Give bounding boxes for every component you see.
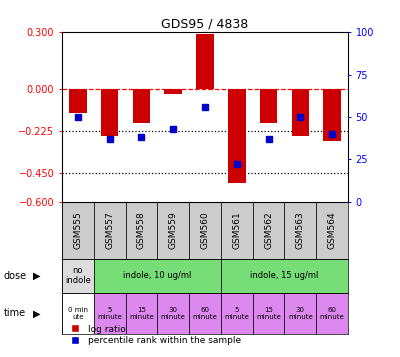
- Bar: [164, 89, 182, 94]
- Text: GSM560: GSM560: [200, 211, 210, 249]
- Bar: [62, 293, 94, 334]
- Bar: [189, 293, 221, 334]
- Text: dose: dose: [4, 271, 27, 281]
- Text: GSM564: GSM564: [328, 211, 337, 249]
- Bar: [292, 89, 309, 136]
- Text: GSM562: GSM562: [264, 211, 273, 249]
- Bar: [94, 202, 126, 259]
- Bar: [228, 89, 246, 183]
- Title: GDS95 / 4838: GDS95 / 4838: [161, 18, 249, 31]
- Text: indole, 10 ug/ml: indole, 10 ug/ml: [123, 271, 192, 280]
- Bar: [221, 202, 253, 259]
- Text: 0 min
ute: 0 min ute: [68, 307, 88, 320]
- Bar: [260, 89, 277, 122]
- Bar: [157, 293, 189, 334]
- Bar: [284, 202, 316, 259]
- Text: GSM558: GSM558: [137, 211, 146, 249]
- Text: GSM557: GSM557: [105, 211, 114, 249]
- Bar: [94, 293, 126, 334]
- Text: 15
minute: 15 minute: [256, 307, 281, 320]
- Bar: [157, 202, 189, 259]
- Bar: [323, 89, 341, 141]
- Text: 30
minute: 30 minute: [161, 307, 186, 320]
- Bar: [94, 259, 221, 293]
- Text: 30
minute: 30 minute: [288, 307, 313, 320]
- Bar: [284, 293, 316, 334]
- Bar: [253, 293, 284, 334]
- Bar: [62, 259, 94, 293]
- Bar: [62, 202, 94, 259]
- Text: no
indole: no indole: [65, 266, 91, 286]
- Bar: [126, 293, 157, 334]
- Bar: [189, 202, 221, 259]
- Text: 5
minute: 5 minute: [224, 307, 249, 320]
- Text: GSM563: GSM563: [296, 211, 305, 249]
- Bar: [69, 89, 87, 113]
- Bar: [253, 202, 284, 259]
- Bar: [221, 259, 348, 293]
- Text: GSM561: GSM561: [232, 211, 241, 249]
- Text: indole, 15 ug/ml: indole, 15 ug/ml: [250, 271, 319, 280]
- Text: 5
minute: 5 minute: [97, 307, 122, 320]
- Text: time: time: [4, 308, 26, 318]
- Text: GSM559: GSM559: [169, 211, 178, 249]
- Text: 15
minute: 15 minute: [129, 307, 154, 320]
- Text: 60
minute: 60 minute: [320, 307, 344, 320]
- Bar: [316, 202, 348, 259]
- Legend: log ratio, percentile rank within the sample: log ratio, percentile rank within the sa…: [62, 321, 244, 349]
- Bar: [316, 293, 348, 334]
- Text: ▶: ▶: [33, 271, 40, 281]
- Bar: [196, 34, 214, 89]
- Bar: [133, 89, 150, 122]
- Bar: [126, 202, 157, 259]
- Text: GSM555: GSM555: [73, 211, 82, 249]
- Text: 60
minute: 60 minute: [193, 307, 217, 320]
- Bar: [221, 293, 253, 334]
- Bar: [101, 89, 118, 136]
- Text: ▶: ▶: [33, 308, 40, 318]
